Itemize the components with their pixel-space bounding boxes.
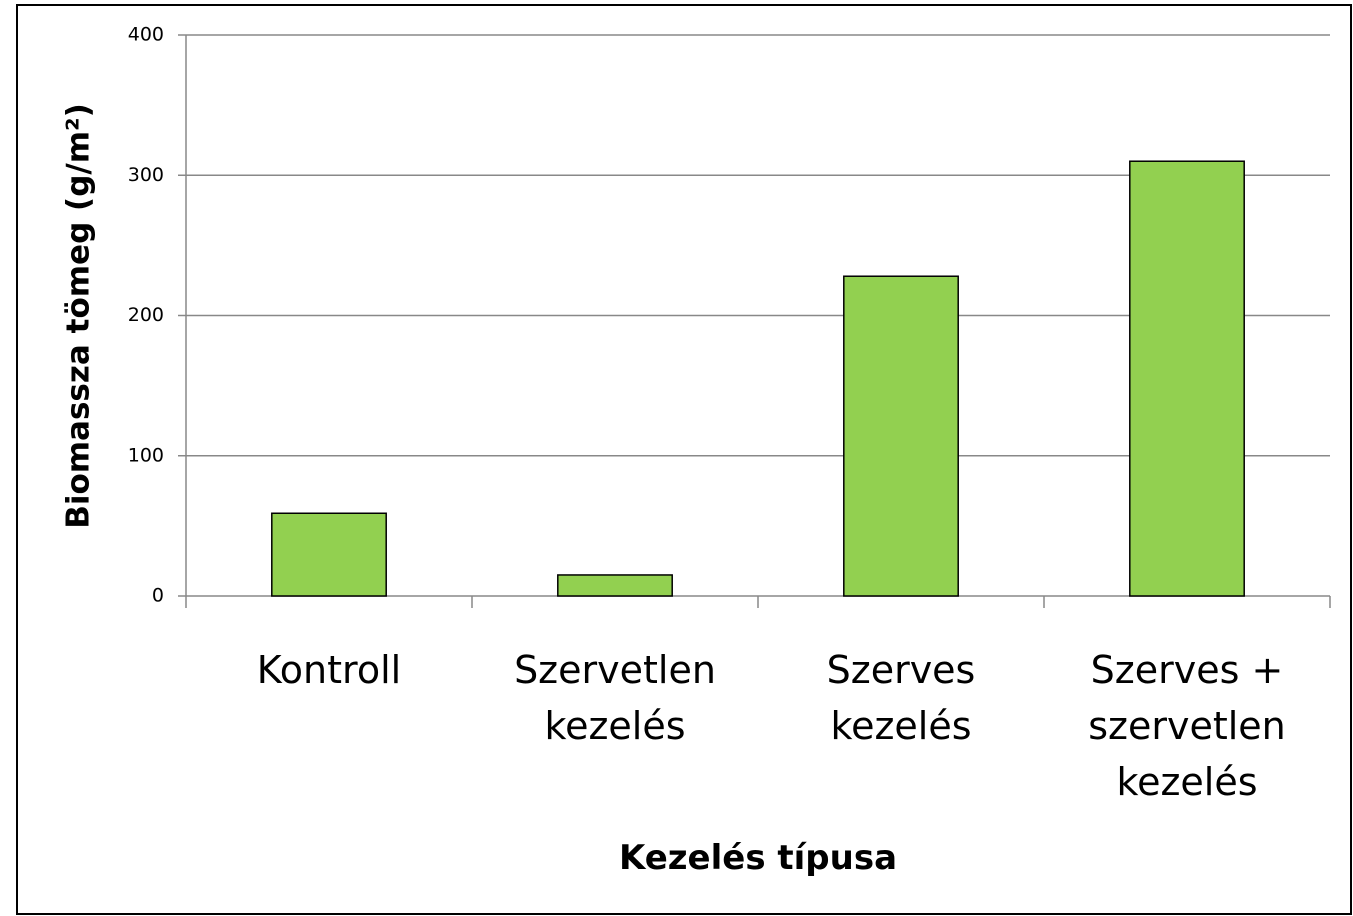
bar: [271, 512, 387, 597]
bar: [1129, 160, 1245, 597]
y-tick-label: 200: [128, 304, 164, 326]
y-tick-label: 400: [128, 24, 164, 46]
bar: [843, 275, 959, 597]
chart-border: [16, 4, 1352, 915]
x-axis-label: Kezelés típusa: [618, 838, 898, 878]
y-axis-label: Biomassza tömeg (g/m²): [61, 103, 97, 529]
x-tick-label: Szervetlen kezelés: [514, 648, 716, 748]
x-tick-label: Szerves + szervetlen kezelés: [1088, 648, 1286, 804]
x-tick-label: Kontroll: [256, 648, 402, 692]
y-tick-label: 0: [152, 585, 164, 607]
y-tick-label: 300: [128, 164, 164, 186]
bar: [557, 574, 673, 597]
x-tick-label: Szerves kezelés: [826, 648, 976, 748]
y-tick-label: 100: [128, 444, 164, 466]
